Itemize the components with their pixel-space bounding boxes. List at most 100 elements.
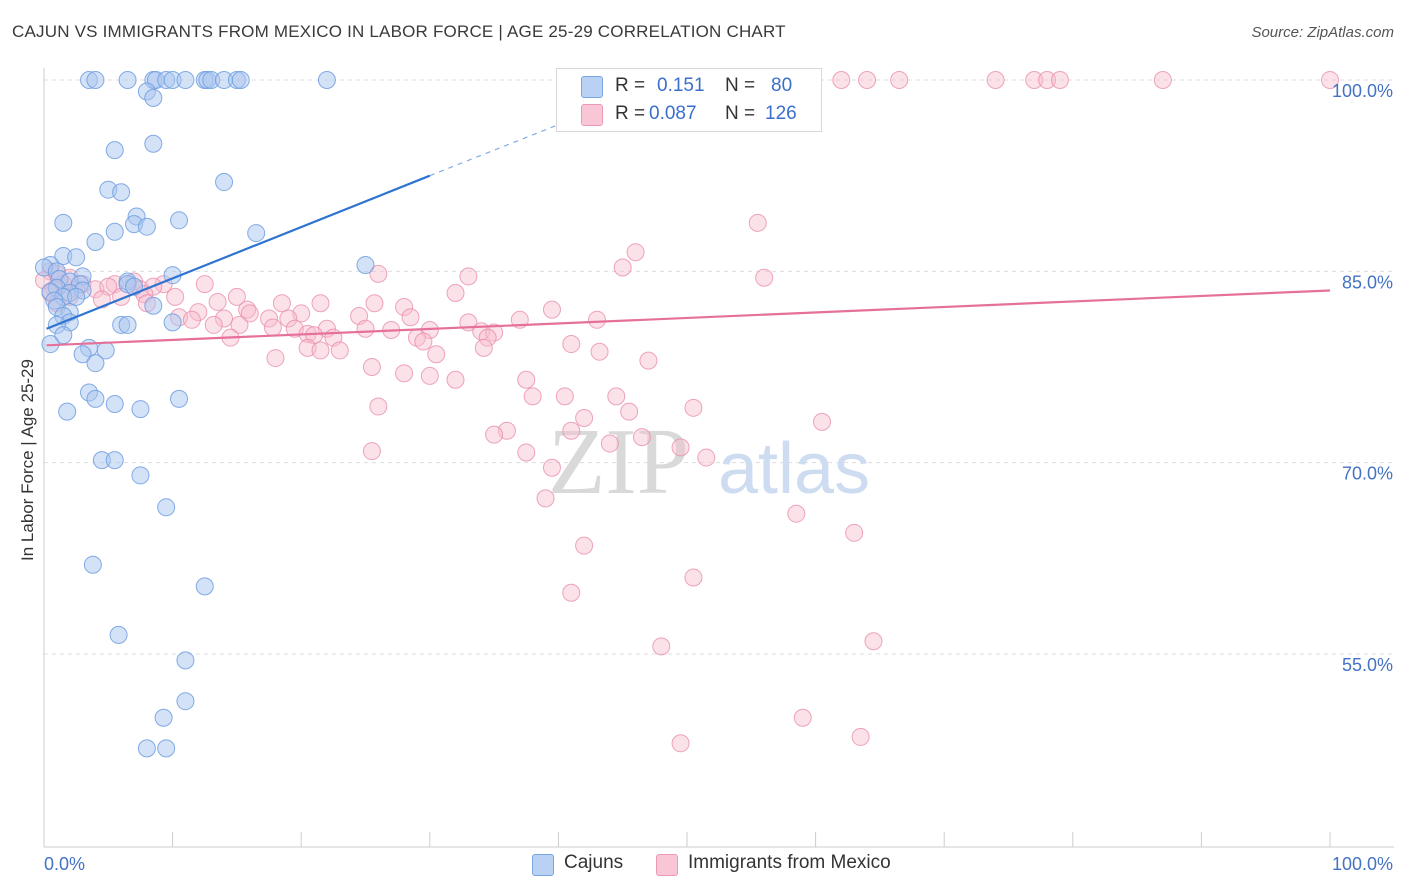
mexico-point bbox=[845, 523, 864, 542]
mexico-point bbox=[864, 632, 883, 651]
mexico-point bbox=[587, 310, 606, 329]
cajun-point bbox=[154, 708, 173, 727]
cajun-point bbox=[195, 577, 214, 596]
mexico-point bbox=[182, 310, 201, 329]
x-ticks bbox=[172, 832, 1331, 847]
mexico-point bbox=[632, 428, 651, 447]
mexico-point bbox=[986, 71, 1005, 89]
mexico-point bbox=[356, 319, 375, 338]
watermark: ZIP atlas bbox=[548, 410, 870, 514]
cajun-point bbox=[215, 173, 234, 192]
mexico-point bbox=[204, 315, 223, 334]
mexico-point bbox=[813, 412, 832, 431]
mexico-point bbox=[215, 309, 234, 328]
legend-n-label: N = bbox=[725, 103, 756, 124]
mexico-point bbox=[620, 402, 639, 421]
cajun-point bbox=[105, 394, 124, 413]
legend-r-label: R = bbox=[615, 75, 646, 96]
cajun-point bbox=[176, 71, 195, 89]
mexico-point bbox=[832, 71, 851, 89]
legend-swatch-mexico bbox=[581, 104, 603, 126]
cajun-point bbox=[231, 71, 250, 89]
mexico-point bbox=[555, 387, 574, 406]
bottom-legend-swatch-mexico bbox=[656, 854, 678, 876]
mexico-point bbox=[1153, 71, 1172, 89]
cajun-point bbox=[157, 739, 176, 758]
cajun-points bbox=[35, 71, 375, 758]
mexico-point bbox=[260, 309, 279, 328]
mexico-point bbox=[748, 213, 767, 232]
mexico-point bbox=[362, 358, 381, 376]
cajun-point bbox=[176, 651, 195, 670]
cajun-point bbox=[137, 739, 156, 758]
mexico-point bbox=[401, 308, 420, 327]
x-tick-labels: 0.0% 100.0% bbox=[44, 854, 1393, 874]
bottom-legend-label-cajuns: Cajuns bbox=[564, 852, 624, 873]
legend-r-value: 0.151 bbox=[657, 75, 705, 96]
mexico-point bbox=[684, 568, 703, 587]
mexico-point bbox=[542, 458, 561, 477]
mexico-point bbox=[600, 434, 619, 453]
cajun-point bbox=[125, 277, 144, 296]
cajun-point bbox=[105, 222, 124, 241]
mexico-point bbox=[414, 332, 433, 351]
mexico-point bbox=[523, 387, 542, 406]
cajun-point bbox=[137, 217, 156, 236]
mexico-point bbox=[590, 342, 609, 361]
mexico-point bbox=[536, 489, 555, 508]
cajun-point bbox=[176, 692, 195, 711]
cajun-point bbox=[118, 315, 137, 334]
mexico-point bbox=[517, 370, 536, 389]
legend-r-label: R = bbox=[615, 103, 646, 124]
mexico-point bbox=[263, 318, 282, 337]
mexico-point bbox=[671, 734, 690, 753]
y-tick-label: 70.0% bbox=[1342, 464, 1393, 484]
mexico-point bbox=[369, 264, 388, 283]
mexico-point bbox=[240, 304, 259, 323]
mexico-point bbox=[684, 398, 703, 417]
cajun-point bbox=[105, 141, 124, 160]
cajun-point bbox=[67, 287, 86, 306]
legend-r-value: 0.087 bbox=[649, 103, 697, 124]
axes bbox=[43, 68, 1394, 848]
chart-title: CAJUN VS IMMIGRANTS FROM MEXICO IN LABOR… bbox=[12, 22, 786, 41]
mexico-point bbox=[365, 294, 384, 313]
cajun-point bbox=[144, 134, 163, 153]
mexico-point bbox=[851, 727, 870, 746]
mexico-point bbox=[1050, 71, 1069, 89]
mexico-point bbox=[652, 637, 671, 656]
mexico-point bbox=[427, 345, 446, 364]
mexico-point bbox=[311, 341, 330, 360]
cajun-trend-line bbox=[46, 174, 431, 330]
mexico-point bbox=[517, 443, 536, 462]
mexico-point bbox=[420, 366, 439, 385]
y-tick-label: 85.0% bbox=[1342, 272, 1393, 292]
mexico-point bbox=[189, 303, 208, 322]
mexico-point bbox=[671, 438, 690, 457]
mexico-point bbox=[626, 243, 645, 262]
cajun-point bbox=[86, 354, 105, 373]
mexico-point bbox=[446, 284, 465, 303]
cajun-point bbox=[58, 402, 77, 421]
cajun-point bbox=[86, 389, 105, 408]
x-tick-label-max: 100.0% bbox=[1332, 854, 1393, 874]
mexico-point bbox=[446, 370, 465, 389]
mexico-point bbox=[1038, 71, 1057, 89]
mexico-point bbox=[890, 71, 909, 89]
cajun-point bbox=[109, 625, 128, 644]
legend-n-value: 126 bbox=[765, 103, 797, 124]
watermark-atlas: atlas bbox=[718, 429, 870, 509]
watermark-zip: ZIP bbox=[548, 410, 689, 514]
mexico-trend-line bbox=[46, 289, 1331, 347]
mexico-point bbox=[1025, 71, 1044, 89]
mexico-points bbox=[35, 71, 1339, 753]
cajun-point bbox=[83, 555, 102, 574]
legend-n-label: N = bbox=[725, 75, 756, 96]
mexico-point bbox=[575, 409, 594, 428]
cajun-point bbox=[105, 451, 124, 470]
mexico-point bbox=[485, 425, 504, 444]
cajun-point bbox=[54, 213, 73, 232]
cajun-point bbox=[356, 255, 375, 274]
cajun-point bbox=[67, 248, 86, 267]
mexico-point bbox=[459, 267, 478, 286]
